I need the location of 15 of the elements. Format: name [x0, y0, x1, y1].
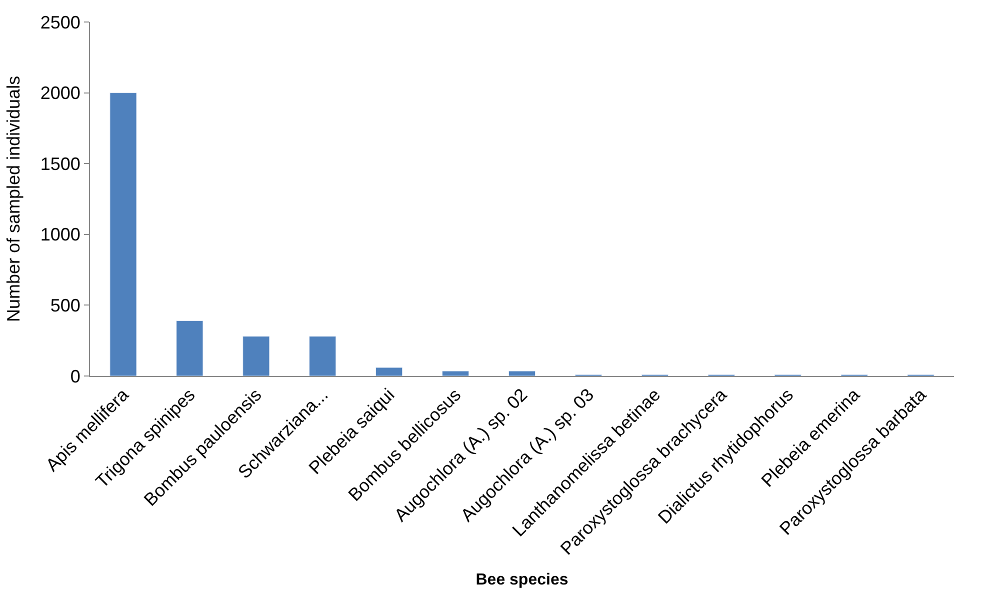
- bar: [376, 367, 403, 376]
- bar: [508, 370, 536, 376]
- y-tick-label: 0: [70, 366, 80, 386]
- bar: [442, 370, 470, 376]
- bar: [110, 92, 137, 376]
- y-tick-label: 1500: [40, 154, 80, 174]
- x-axis-title: Bee species: [476, 571, 568, 588]
- bar: [309, 336, 336, 376]
- y-tick-label: 2000: [40, 83, 80, 104]
- y-axis-title: Number of sampled individuals: [4, 76, 24, 322]
- y-tick-label: 500: [50, 296, 80, 316]
- y-tick-label: 2500: [40, 12, 80, 32]
- y-tick-label: 1000: [40, 224, 80, 245]
- bar: [176, 320, 204, 376]
- bar: [242, 336, 270, 376]
